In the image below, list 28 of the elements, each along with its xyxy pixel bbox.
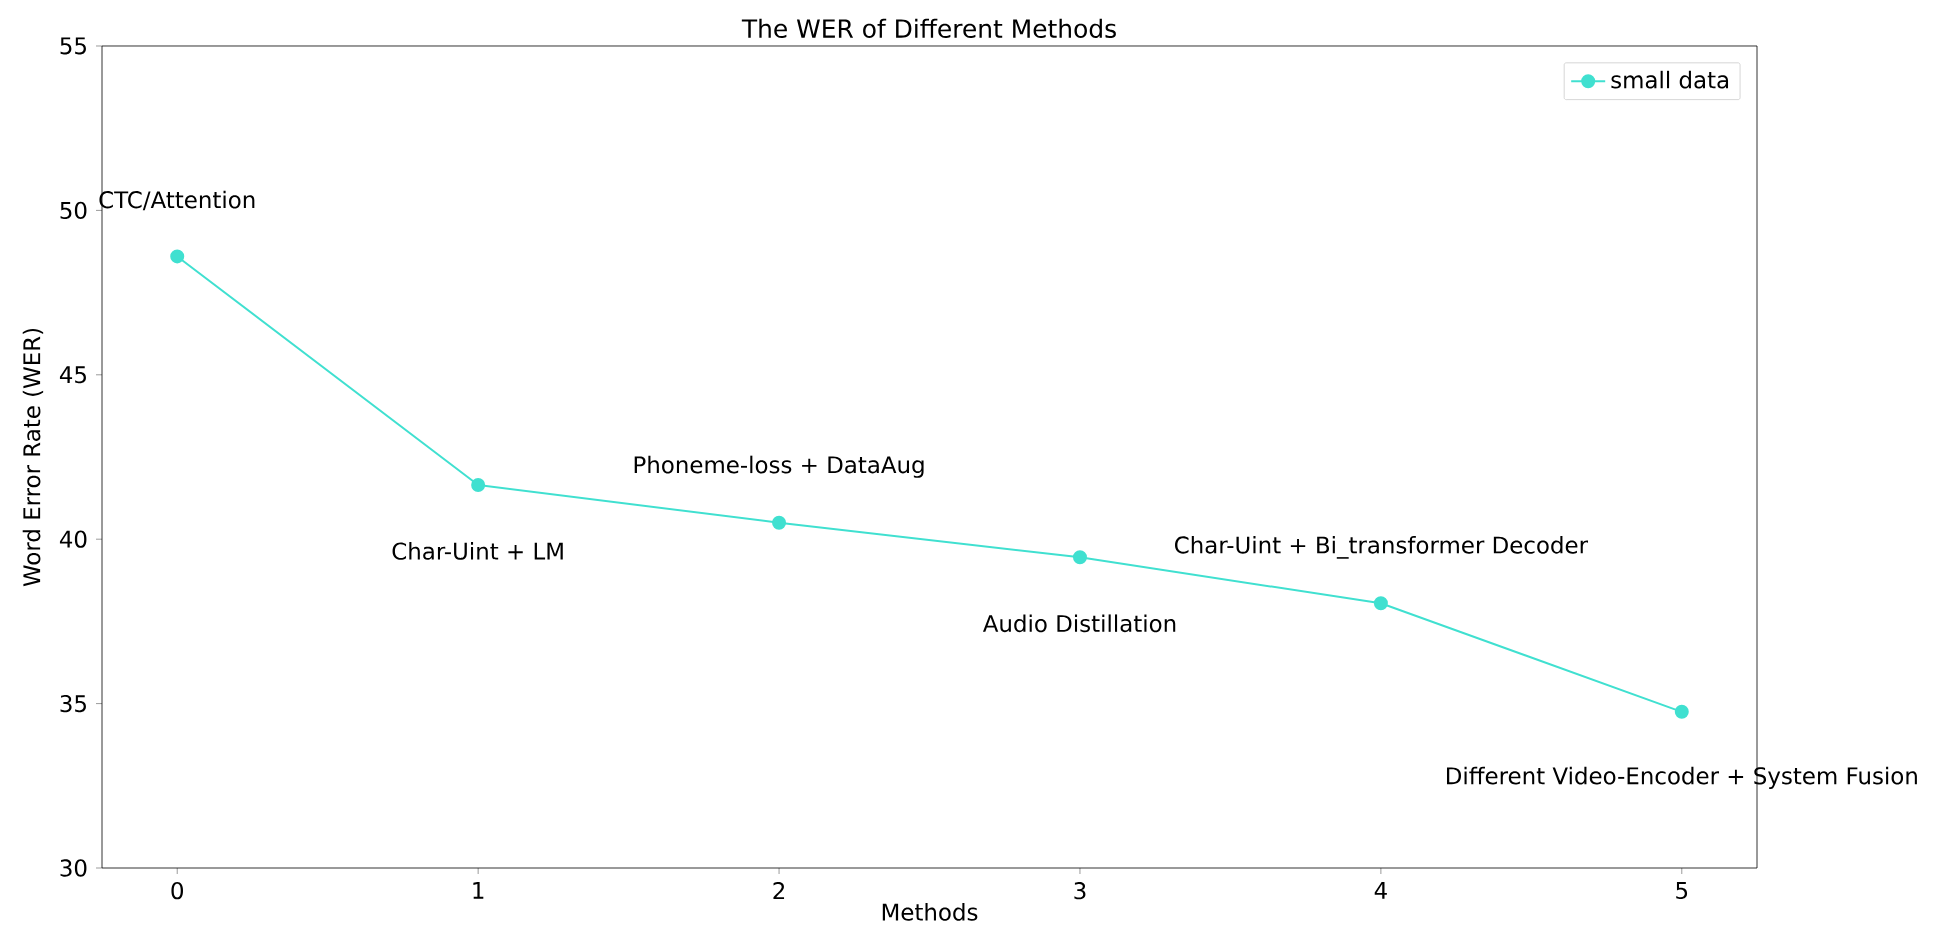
chart-title: The WER of Different Methods xyxy=(741,18,1116,38)
annotation: Char-Uint + LM xyxy=(392,542,563,560)
x-tick-label: 0 xyxy=(171,882,183,900)
y-tick-label: 35 xyxy=(60,694,86,713)
x-tick-label: 2 xyxy=(773,882,785,900)
x-tick-label: 1 xyxy=(473,882,484,899)
y-tick-label: 30 xyxy=(60,859,87,877)
x-axis-title: Methods xyxy=(882,903,978,921)
x-tick-label: 3 xyxy=(1074,882,1086,900)
annotation: Char-Uint + Bi_transformer Decoder xyxy=(1175,535,1589,559)
legend-label: small data xyxy=(1611,70,1729,89)
x-tick-label: 4 xyxy=(1374,882,1387,899)
point xyxy=(772,515,787,530)
annotation: Audio Distillation xyxy=(982,614,1176,633)
y-tick-label: 50 xyxy=(60,201,87,220)
y-tick-label: 45 xyxy=(59,366,86,384)
y-tick-label: 40 xyxy=(59,530,87,548)
annotation: Different Video-Encoder + System Fusion xyxy=(1447,766,1917,789)
point xyxy=(471,477,486,492)
point xyxy=(1373,596,1388,611)
x-tick-label: 5 xyxy=(1676,882,1688,900)
point xyxy=(1674,704,1689,719)
annotation: CTC/Attention xyxy=(99,190,255,211)
y-axis-title: Word Error Rate (WER) xyxy=(22,328,44,587)
point xyxy=(1072,550,1087,565)
point xyxy=(170,249,185,264)
annotation: Phoneme-loss + DataAug xyxy=(634,455,924,478)
y-tick-label: 55 xyxy=(60,37,86,55)
